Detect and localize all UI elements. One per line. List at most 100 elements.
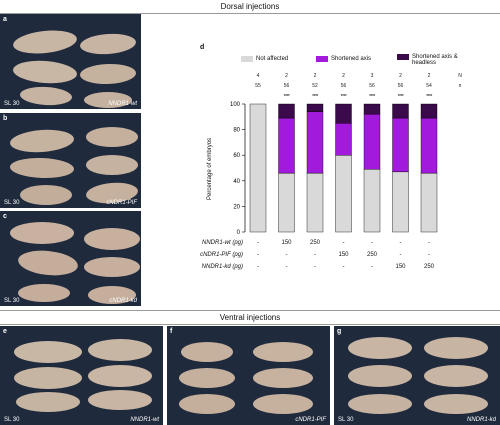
chart-letter: d xyxy=(200,44,205,51)
panel-b-embryo-photo: b SL 30 cNDR1-PIF xyxy=(0,113,141,208)
bar-segment-shortened-axis xyxy=(363,114,381,170)
dorsal-injections-header: Dorsal injections xyxy=(0,0,500,14)
bar-segment-shortened-axis-headless xyxy=(363,103,381,115)
bar-segment-shortened-axis xyxy=(278,117,295,174)
bar-segment-shortened-axis-headless xyxy=(278,103,295,119)
panel-letter: g xyxy=(337,328,342,335)
bar-segment-shortened-axis-headless xyxy=(335,103,352,124)
n-experiments-value: 2 xyxy=(285,73,288,79)
condition-value: - xyxy=(428,252,430,258)
condition-value: - xyxy=(399,252,402,258)
panel-e-embryo-photo: e SL 30 NNDR1-wt xyxy=(0,326,163,425)
legend-label: Shortened axis & headless xyxy=(412,54,458,66)
y-tick-label: 60 xyxy=(233,153,240,159)
condition-value: - xyxy=(342,264,345,270)
n-experiments-value: 3 xyxy=(370,73,374,79)
panel-a-embryo-photo: a SL 30 NNDR1-wt xyxy=(0,14,141,109)
legend-label: Not affected xyxy=(256,56,289,62)
y-tick-label: 0 xyxy=(237,230,241,236)
condition-value: - xyxy=(314,252,316,258)
condition-value: 150 xyxy=(281,240,292,246)
bar-segment-not-affected xyxy=(392,171,409,233)
n-embryos-value: 56 xyxy=(397,83,404,89)
condition-value: 250 xyxy=(309,240,320,246)
condition-value: - xyxy=(285,252,288,258)
bar-segment-shortened-axis-headless xyxy=(306,103,324,112)
legend-item-not-affected: Not affected xyxy=(241,56,288,62)
condition-value: - xyxy=(428,240,430,246)
significance-stars: **** xyxy=(369,94,375,100)
bar-segment-not-affected xyxy=(363,169,381,233)
bar-segment-not-affected xyxy=(249,103,267,233)
legend-item-shortened-axis: Shortened axis xyxy=(316,56,371,62)
n-embryos-value: 56 xyxy=(283,83,290,89)
condition-value: - xyxy=(257,252,259,258)
panel-g-embryo-photo: g SL 30 NNDR1-kd xyxy=(334,326,500,425)
embryo-group xyxy=(179,342,313,414)
significance-stars: **** xyxy=(312,94,318,100)
panel-f-embryo-photo: f cNDR1-PIF xyxy=(167,326,330,425)
stage-label: SL 30 xyxy=(338,417,354,423)
significance-stars: **** xyxy=(397,94,404,100)
embryo-group xyxy=(10,222,140,304)
significance-stars: **** xyxy=(426,94,432,100)
bar-segment-not-affected xyxy=(306,172,324,233)
bar-segment-shortened-axis-headless xyxy=(420,103,438,119)
condition-value: - xyxy=(314,264,316,270)
legend-swatch xyxy=(316,56,328,62)
n-experiments-value: 4 xyxy=(256,73,260,79)
top-header-N: N xyxy=(458,73,462,79)
y-tick-label: 40 xyxy=(233,179,240,185)
y-tick-label: 20 xyxy=(233,204,240,210)
condition-value: - xyxy=(371,240,373,246)
embryo-group xyxy=(13,30,136,108)
n-embryos-value: 56 xyxy=(340,83,347,89)
condition-value: - xyxy=(371,264,373,270)
construct-label: NNDR1-wt xyxy=(130,417,159,423)
condition-value: - xyxy=(285,264,288,270)
condition-value: - xyxy=(257,240,259,246)
stage-label: SL 30 xyxy=(4,200,20,206)
condition-label: cNDR1-PIF (pg) xyxy=(200,252,243,258)
embryo-group xyxy=(10,127,138,205)
bar-segment-shortened-axis-headless xyxy=(392,103,409,119)
construct-label: NNDR1-kd xyxy=(466,417,496,423)
ventral-injections-header: Ventral injections xyxy=(0,310,500,325)
condition-value: 150 xyxy=(395,264,406,270)
construct-label: cNDR1-PIF xyxy=(106,200,137,206)
panel-letter: f xyxy=(170,328,173,335)
panel-letter: c xyxy=(3,213,7,220)
y-tick-label: 100 xyxy=(230,102,241,108)
legend-label: Shortened axis xyxy=(331,56,372,62)
construct-label: cNDR1-kd xyxy=(109,298,137,304)
n-embryos-value: 56 xyxy=(369,83,375,89)
significance-stars: **** xyxy=(340,94,347,100)
stage-label: SL 30 xyxy=(4,417,20,423)
bar-segment-shortened-axis xyxy=(306,111,324,174)
legend-item-shortened-axis-headless: Shortened axis & headless xyxy=(397,54,497,66)
bar-segment-shortened-axis xyxy=(392,117,409,173)
bar-segment-not-affected xyxy=(335,154,352,233)
bar-segment-shortened-axis xyxy=(420,117,438,174)
panel-letter: a xyxy=(3,16,7,23)
stage-label: SL 30 xyxy=(4,298,20,304)
legend-swatch xyxy=(241,56,253,62)
bar-segment-shortened-axis xyxy=(335,122,352,156)
embryo-group xyxy=(14,339,152,412)
condition-value: 250 xyxy=(423,264,434,270)
embryo-group xyxy=(348,337,488,414)
construct-label: cNDR1-PIF xyxy=(295,417,326,423)
stage-label: SL 30 xyxy=(4,101,20,107)
n-embryos-value: 52 xyxy=(312,83,318,89)
panel-letter: b xyxy=(3,115,8,122)
bar-segment-not-affected xyxy=(278,172,295,233)
n-embryos-value: 55 xyxy=(255,83,261,89)
condition-value: 150 xyxy=(338,252,349,258)
construct-label: NNDR1-wt xyxy=(108,101,137,107)
condition-value: - xyxy=(342,240,345,246)
condition-label: NNDR1-kd (pg) xyxy=(201,264,243,270)
panel-c-embryo-photo: c SL 30 cNDR1-kd xyxy=(0,211,141,306)
top-header-n: n xyxy=(458,83,462,89)
condition-value: - xyxy=(399,240,402,246)
